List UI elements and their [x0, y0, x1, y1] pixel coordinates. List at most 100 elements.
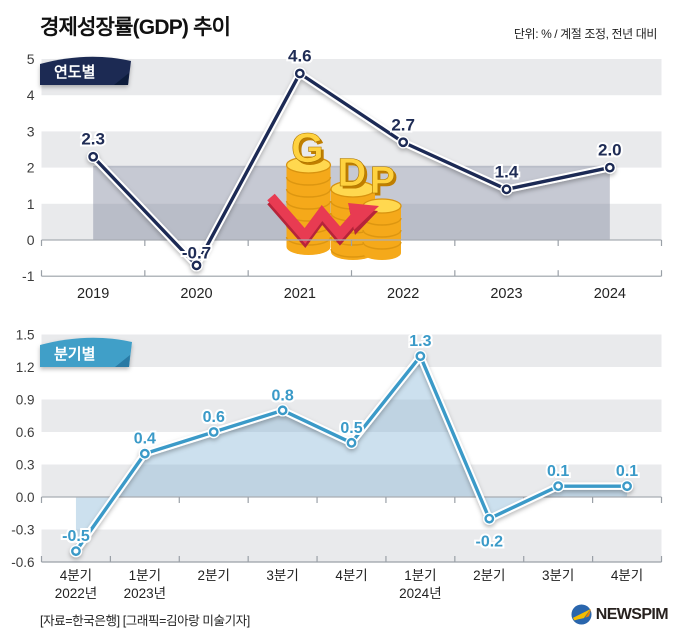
value-label: 2.0 [598, 141, 622, 160]
letter-p: P [370, 160, 395, 202]
x-tick-label: 2022 [387, 286, 419, 302]
data-point [277, 405, 288, 416]
x-tick-label: 2019 [77, 286, 109, 302]
logo-swoosh-orange [584, 608, 591, 618]
letter-p-shadow: P [372, 163, 397, 205]
data-point [88, 151, 99, 162]
red-zigzag-arrow [267, 193, 379, 248]
logo-swoosh-yellow [572, 608, 591, 621]
value-label: 4.6 [288, 46, 312, 65]
x-tick-label: 2023 [490, 286, 522, 302]
x-tick-label: 4분기 [60, 568, 92, 583]
badge-ribbon [40, 337, 132, 367]
source-credit: [자료=한국은행] [그래픽=김아랑 미술기자] [40, 614, 250, 628]
y-tick-label: -0.6 [11, 555, 34, 570]
y-tick-label: 3 [27, 123, 35, 139]
y-tick-label: 4 [27, 87, 35, 103]
letter-d: D [338, 151, 367, 195]
y-tick-label: 0.3 [16, 458, 35, 473]
letter-g-shadow: G [294, 127, 327, 174]
coin-stack-body [363, 206, 401, 260]
value-label: -0.7 [182, 243, 211, 262]
y-tick-label: 1.5 [16, 328, 35, 343]
data-point [604, 162, 615, 173]
x-tick-label: 2023년 [124, 586, 166, 601]
data-point [501, 184, 512, 195]
chart-badge-label: 분기별 [54, 345, 95, 363]
x-tick-label: 2022년 [55, 586, 97, 601]
x-tick-label: 3분기 [542, 568, 574, 583]
value-label: 0.4 [134, 431, 156, 448]
coin-ridges [285, 176, 332, 246]
area-fill [75, 356, 628, 552]
arrow-head [348, 203, 379, 230]
arrow-line [267, 193, 359, 244]
x-tick-label: 2024년 [399, 586, 441, 601]
x-tick-label: 2024 [594, 286, 626, 302]
value-label: 0.1 [547, 463, 569, 480]
x-tick-label: 2분기 [198, 568, 230, 583]
y-tick-label: 0 [27, 232, 35, 248]
data-point [398, 137, 409, 148]
data-point [346, 437, 357, 448]
newspim-icon [571, 604, 592, 625]
data-point [139, 448, 150, 459]
y-tick-label: 0.0 [16, 490, 35, 505]
badge-ribbon [40, 56, 131, 85]
chart-badge: 연도별 [40, 56, 131, 85]
grid-band [41, 334, 662, 367]
chart-2-bg [41, 334, 662, 562]
newspim-logo: NEWSPIM [571, 604, 669, 625]
line-main [74, 354, 629, 553]
x-tick-label: 1분기 [129, 568, 161, 583]
y-tick-label: 0.6 [16, 425, 35, 440]
page-title: 경제성장률(GDP) 추이 [40, 16, 231, 39]
grid-band [41, 59, 662, 96]
x-tick-label: 2020 [180, 286, 212, 302]
chart-badge-label: 연도별 [54, 63, 95, 81]
letter-d-shadow: D [340, 154, 369, 198]
y-tick-label: 2 [27, 160, 35, 176]
y-tick-label: -0.3 [11, 523, 34, 538]
y-tick-label: -1 [22, 268, 35, 284]
letter-g: G [291, 124, 324, 171]
series-line [69, 349, 634, 558]
data-point [415, 351, 426, 362]
value-label: 0.6 [203, 409, 225, 426]
x-tick-label: 2021 [284, 286, 316, 302]
x-tick-label: 1분기 [404, 568, 436, 583]
unit-note: 단위: % / 계절 조정, 전년 대비 [513, 27, 657, 41]
y-tick-label: 1 [27, 196, 35, 212]
data-point [484, 513, 495, 524]
coin-top [285, 156, 332, 174]
newspim-wordmark: NEWSPIM [595, 605, 669, 623]
chart-1-fg: 5 4 3 2 1 0 -1 2019 2020 2021 2022 2023 2024 연도별 2.3 -0… [22, 44, 663, 302]
value-label: -0.5 [62, 528, 90, 545]
value-label: 0.5 [340, 420, 362, 437]
y-tick-label: 5 [27, 51, 35, 67]
value-label: 2.3 [81, 130, 105, 149]
value-label: 1.3 [409, 333, 431, 350]
badge-fold [114, 73, 129, 85]
line-casing [72, 352, 631, 555]
y-tick-label: 1.2 [16, 360, 35, 375]
grid-band [41, 131, 662, 168]
x-tick-label: 3분기 [266, 568, 298, 583]
data-point [553, 481, 564, 492]
y-tick-label: 0.9 [16, 393, 35, 408]
coin-top [330, 180, 376, 198]
x-tick-label: 4분기 [611, 568, 643, 583]
badge-fold [115, 355, 130, 367]
data-point [208, 427, 219, 437]
x-tick-label: 2분기 [473, 568, 505, 583]
grid-band [41, 399, 662, 432]
data-point [71, 546, 81, 557]
data-point [622, 481, 632, 492]
data-point [191, 260, 202, 271]
value-label: 0.8 [271, 387, 293, 404]
value-label: 0.1 [616, 463, 638, 480]
chart-2-fg: 1.5 1.2 0.9 0.6 0.3 0.0 -0.3 -0.6 4분기 2022년 1분기 202… [11, 328, 663, 601]
